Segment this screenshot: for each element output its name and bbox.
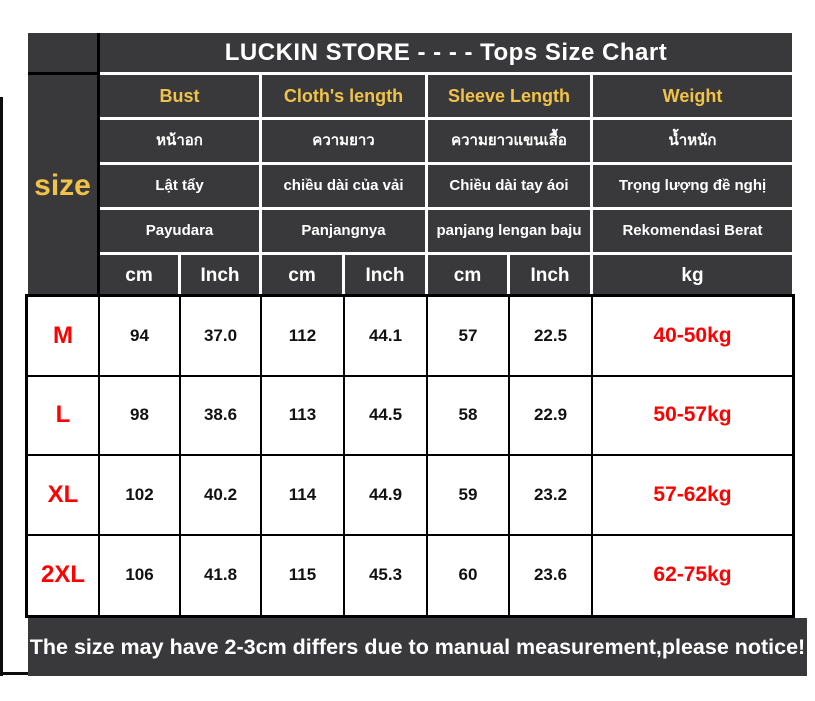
value-cell: 44.9: [345, 456, 428, 536]
header-length-en: Cloth's length: [262, 75, 425, 117]
value-cell: 22.5: [510, 297, 593, 377]
header-length-vi: chiều dài của vải: [262, 165, 425, 207]
header-weight-id: Rekomendasi Berat: [593, 210, 792, 252]
value-cell: 23.2: [510, 456, 593, 536]
unit-length-inch: Inch: [345, 255, 425, 297]
value-cell: 41.8: [181, 535, 262, 615]
weight-cell: 62-75kg: [653, 563, 732, 587]
value-cell: 40.2: [181, 456, 262, 536]
corner-cell: [28, 33, 97, 72]
header-sleeve-vi: Chiều dài tay áoi: [428, 165, 590, 207]
header-length-id: Panjangnya: [262, 210, 425, 252]
header-weight-th: น้ำหนัก: [593, 120, 792, 162]
weight-cell: 57-62kg: [593, 456, 792, 536]
value-cell: 45.3: [345, 535, 428, 615]
left-border-line: [0, 97, 3, 676]
header-length-th: ความยาว: [262, 120, 425, 162]
table-header: LUCKIN STORE - - - - Tops Size Chart siz…: [28, 33, 792, 297]
value-cell: 22.9: [510, 376, 593, 456]
header-bust-th: หน้าอก: [100, 120, 259, 162]
size-cell: L: [28, 376, 100, 456]
bottom-left-border-line: [0, 672, 30, 675]
size-column-label: size: [28, 75, 97, 297]
header-sleeve-id: panjang lengan baju: [428, 210, 590, 252]
value-cell: 58: [428, 376, 510, 456]
measurement-notice: The size may have 2-3cm differs due to m…: [28, 618, 807, 676]
value-cell: 113: [262, 376, 345, 456]
value-cell: 98: [100, 376, 181, 456]
header-weight-en: Weight: [593, 75, 792, 117]
value-cell: 106: [100, 535, 181, 615]
header-weight-vi: Trọng lượng đề nghị: [593, 165, 792, 207]
header-bust-en: Bust: [100, 75, 259, 117]
value-cell: 60: [428, 535, 510, 615]
value-cell: 23.6: [510, 535, 593, 615]
unit-bust-cm: cm: [100, 255, 178, 297]
value-cell: 57: [428, 297, 510, 377]
header-bust-vi: Lật tẩy: [100, 165, 259, 207]
value-cell: 114: [262, 456, 345, 536]
value-cell: 44.1: [345, 297, 428, 377]
header-sleeve-en: Sleeve Length: [428, 75, 590, 117]
value-cell: 102: [100, 456, 181, 536]
unit-sleeve-cm: cm: [428, 255, 507, 297]
chart-title: LUCKIN STORE - - - - Tops Size Chart: [100, 33, 792, 72]
unit-bust-inch: Inch: [181, 255, 259, 297]
weight-cell: 50-57kg: [593, 377, 792, 456]
size-column-divider: [97, 33, 100, 297]
size-cell: 2XL: [28, 535, 100, 615]
value-cell: 94: [100, 297, 181, 377]
corner-cell-divider: [28, 72, 100, 75]
value-cell: 44.5: [345, 376, 428, 456]
value-cell: 112: [262, 297, 345, 377]
unit-weight-kg: kg: [593, 255, 792, 297]
value-cell: 38.6: [181, 376, 262, 456]
unit-length-cm: cm: [262, 255, 342, 297]
value-cell: 37.0: [181, 297, 262, 377]
size-cell: XL: [28, 456, 100, 536]
header-sleeve-th: ความยาวแขนเสื้อ: [428, 120, 590, 162]
size-cell: M: [28, 297, 100, 377]
value-cell: 59: [428, 456, 510, 536]
value-cell: 115: [262, 535, 345, 615]
weight-cell: 40-50kg: [593, 297, 792, 377]
unit-sleeve-inch: Inch: [510, 255, 590, 297]
header-bust-id: Payudara: [100, 210, 259, 252]
size-data-table: M 94 37.0 112 44.1 57 22.5 40-50kg L 98 38.6 113 44.…: [25, 294, 795, 618]
